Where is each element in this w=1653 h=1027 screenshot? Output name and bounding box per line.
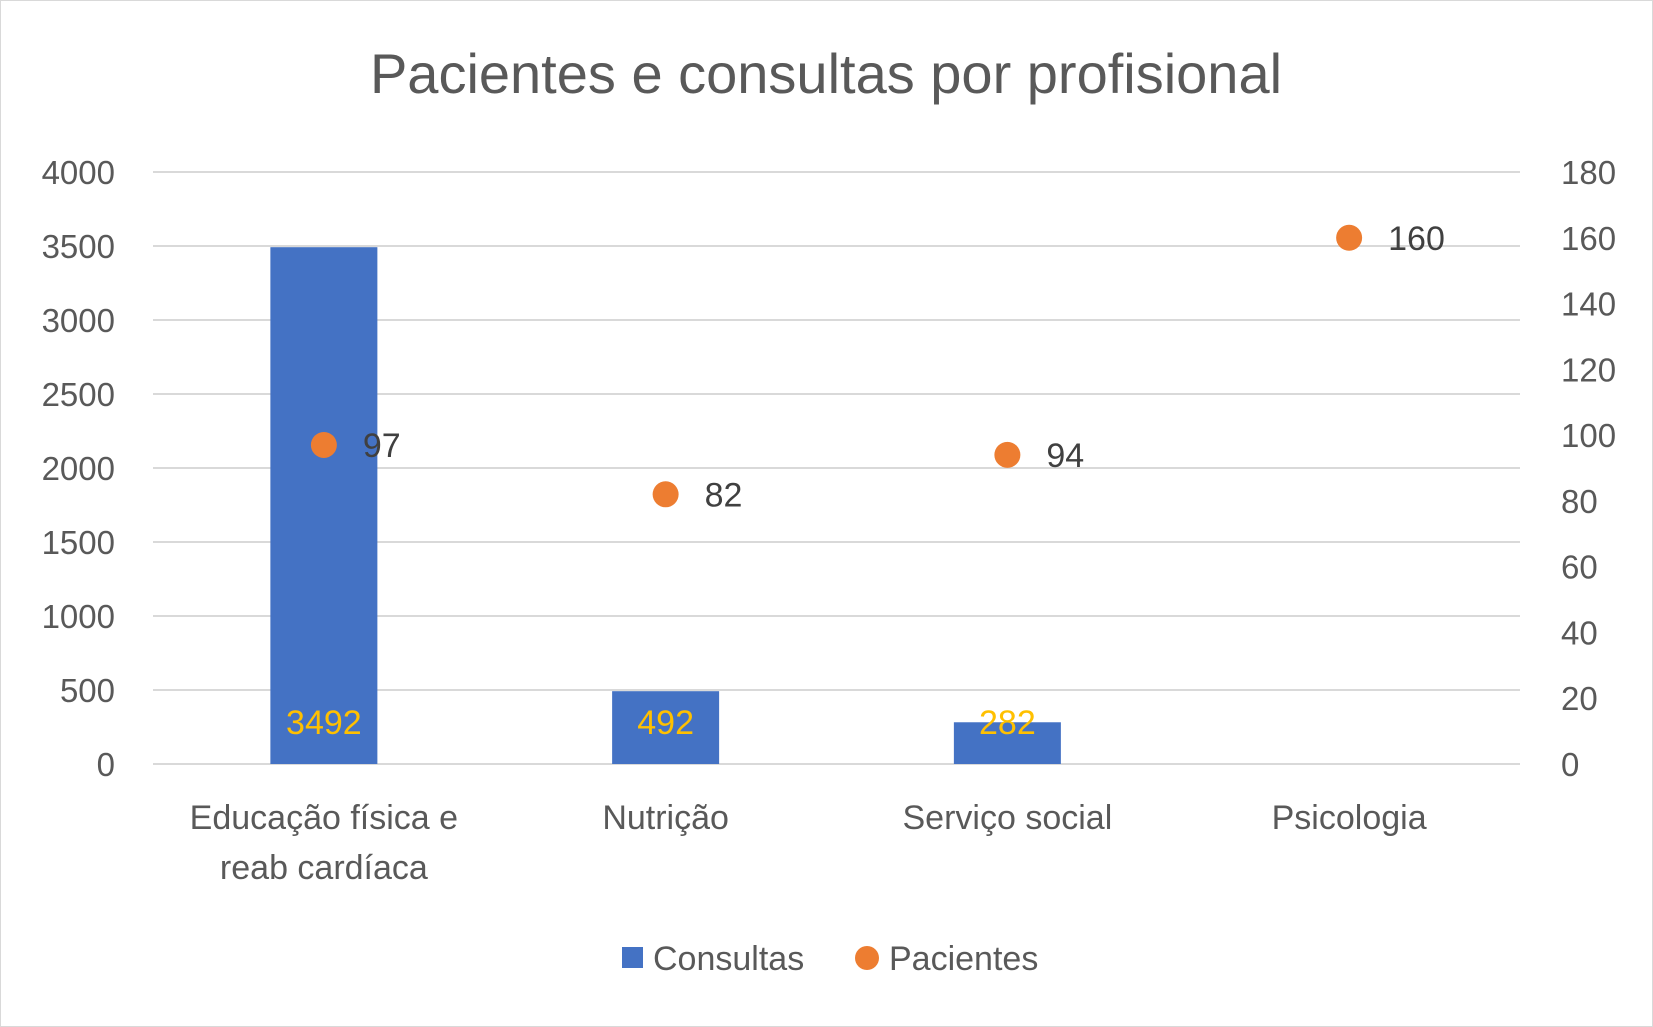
point-data-label: 94	[1046, 437, 1084, 475]
y-tick-label-left: 1500	[42, 524, 115, 561]
point-pacientes	[994, 441, 1021, 468]
point-data-label: 97	[363, 427, 401, 465]
x-category-label: reab cardíaca	[220, 849, 428, 887]
y-tick-label-left: 4000	[42, 154, 115, 191]
legend-marker-pacientes	[855, 946, 879, 970]
points: 97 82 94 160	[310, 220, 1445, 514]
x-axis-categories: Educação física e reab cardíaca Nutrição Se…	[190, 799, 1427, 887]
legend: Consultas Pacientes	[622, 940, 1038, 978]
bar-consultas	[270, 247, 378, 764]
y-tick-label-left: 500	[60, 672, 115, 709]
point-data-label: 160	[1388, 220, 1445, 258]
gridlines	[153, 171, 1520, 765]
y-tick-label-right: 120	[1561, 351, 1616, 388]
y-tick-label-right: 40	[1561, 614, 1598, 651]
y-tick-label-left: 2500	[42, 376, 115, 413]
chart-title: Pacientes e consultas por profisional	[370, 42, 1282, 105]
point-pacientes	[1336, 224, 1363, 251]
y-tick-label-right: 140	[1561, 286, 1616, 323]
y-axis-primary: 0 500 1000 1500 2000 2500 3000 3500 4000	[42, 154, 115, 783]
point-pacientes	[652, 481, 679, 508]
bars: 3492 492 282	[270, 247, 1061, 764]
y-tick-label-right: 160	[1561, 220, 1616, 257]
x-category-label: Serviço social	[903, 799, 1113, 837]
bar-consultas	[612, 691, 720, 764]
y-tick-label-left: 3500	[42, 228, 115, 265]
y-tick-label-left: 1000	[42, 598, 115, 635]
x-category-label: Nutrição	[602, 799, 729, 837]
y-tick-label-left: 2000	[42, 450, 115, 487]
y-tick-label-left: 3000	[42, 302, 115, 339]
y-tick-label-right: 20	[1561, 680, 1598, 717]
legend-label-consultas: Consultas	[653, 940, 804, 978]
y-axis-secondary: 0 20 40 60 80 100 120 140 160 180	[1561, 154, 1616, 783]
bar-data-label: 492	[637, 704, 694, 742]
x-category-label: Psicologia	[1272, 799, 1427, 837]
y-tick-label-right: 0	[1561, 746, 1579, 783]
y-tick-label-right: 80	[1561, 483, 1598, 520]
x-category-label: Educação física e	[190, 799, 458, 837]
legend-label-pacientes: Pacientes	[889, 940, 1038, 978]
y-tick-label-right: 180	[1561, 154, 1616, 191]
bar-data-label: 3492	[286, 704, 362, 742]
bar-consultas	[953, 722, 1061, 764]
y-tick-label-right: 60	[1561, 549, 1598, 586]
y-tick-label-right: 100	[1561, 417, 1616, 454]
point-pacientes	[310, 431, 337, 458]
legend-swatch-consultas	[622, 947, 643, 968]
y-tick-label-left: 0	[97, 746, 115, 783]
bar-data-label: 282	[979, 704, 1036, 742]
point-data-label: 82	[705, 476, 743, 514]
